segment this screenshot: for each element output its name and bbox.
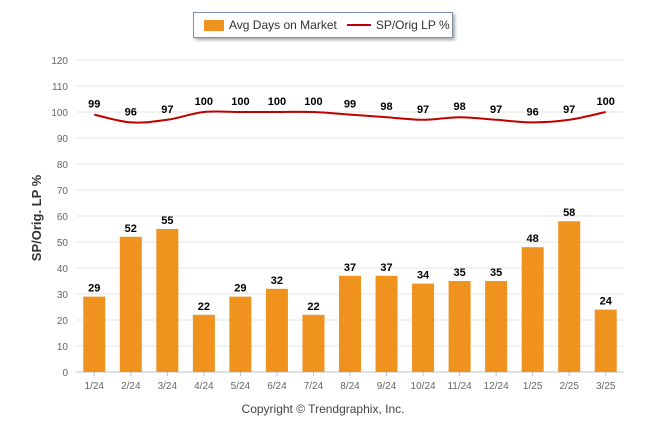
x-tick-label: 12/24 bbox=[484, 381, 509, 392]
data-labels: 29 52 55 22 29 32 22 37 37 34 35 35 48 58 24 99 96 97 100 1… bbox=[88, 96, 615, 313]
bar bbox=[265, 288, 288, 372]
bar bbox=[594, 309, 617, 372]
bar bbox=[412, 283, 435, 372]
x-tick-label: 3/25 bbox=[596, 381, 616, 392]
bar-data-label: 52 bbox=[125, 223, 137, 235]
x-tick-label: 6/24 bbox=[267, 381, 287, 392]
bar-data-label: 37 bbox=[380, 262, 392, 274]
x-tick-label: 7/24 bbox=[304, 381, 324, 392]
bar-data-label: 34 bbox=[417, 270, 430, 282]
bar-data-label: 22 bbox=[198, 301, 210, 313]
bar-series bbox=[83, 221, 617, 372]
line-data-label: 96 bbox=[125, 106, 137, 118]
x-tick-label: 2/24 bbox=[121, 381, 141, 392]
bar bbox=[302, 314, 325, 372]
y-tick-label: 10 bbox=[57, 342, 69, 353]
y-tick-label: 30 bbox=[57, 290, 69, 301]
bar bbox=[448, 281, 471, 372]
x-tick-label: 5/24 bbox=[231, 381, 251, 392]
y-axis-title: SP/Orig. LP % bbox=[29, 174, 44, 261]
line-data-label: 99 bbox=[88, 99, 100, 111]
x-tick-label: 9/24 bbox=[377, 381, 397, 392]
line-data-label: 98 bbox=[453, 101, 465, 113]
chart-legend: Avg Days on Market SP/Orig LP % bbox=[193, 12, 453, 38]
legend-bar-label: Avg Days on Market bbox=[229, 18, 337, 32]
line-data-label: 100 bbox=[597, 96, 615, 108]
bar-data-label: 35 bbox=[490, 267, 502, 279]
line-data-label: 97 bbox=[563, 104, 575, 116]
line-data-label: 100 bbox=[195, 96, 213, 108]
legend-line-label: SP/Orig LP % bbox=[375, 18, 450, 32]
y-tick-label: 20 bbox=[57, 316, 69, 327]
x-tick-label: 8/24 bbox=[340, 381, 360, 392]
x-tick-label: 1/24 bbox=[85, 381, 105, 392]
y-tick-label: 50 bbox=[57, 238, 69, 249]
line-data-label: 100 bbox=[268, 96, 286, 108]
x-tick-label: 3/24 bbox=[158, 381, 178, 392]
line-data-label: 98 bbox=[380, 101, 392, 113]
bar bbox=[192, 314, 215, 372]
y-tick-label: 0 bbox=[62, 368, 68, 379]
bar-data-label: 55 bbox=[161, 215, 173, 227]
bar bbox=[485, 281, 508, 372]
bar-data-label: 29 bbox=[88, 283, 100, 295]
bar-data-label: 48 bbox=[527, 233, 539, 245]
y-tick-label: 80 bbox=[57, 160, 69, 171]
line-data-label: 100 bbox=[231, 96, 249, 108]
legend-item-bar[interactable]: Avg Days on Market bbox=[204, 18, 337, 32]
bar-data-label: 37 bbox=[344, 262, 356, 274]
bar bbox=[521, 247, 544, 372]
y-tick-label: 100 bbox=[51, 108, 68, 119]
line-data-label: 97 bbox=[490, 104, 502, 116]
y-tick-label: 60 bbox=[57, 212, 69, 223]
line-path bbox=[94, 110, 606, 124]
legend-bar-swatch bbox=[204, 19, 224, 31]
bar-data-label: 35 bbox=[453, 267, 465, 279]
line-series bbox=[94, 110, 606, 124]
bar-data-label: 58 bbox=[563, 207, 575, 219]
line-data-label: 97 bbox=[161, 104, 173, 116]
line-data-label: 99 bbox=[344, 99, 356, 111]
bar bbox=[119, 236, 142, 372]
y-tick-label: 40 bbox=[57, 264, 69, 275]
x-tick-label: 1/25 bbox=[523, 381, 543, 392]
bar bbox=[156, 229, 179, 372]
line-data-label: 97 bbox=[417, 104, 429, 116]
legend-line-swatch bbox=[346, 24, 371, 26]
y-tick-label: 70 bbox=[57, 186, 69, 197]
bar bbox=[229, 296, 252, 372]
line-data-label: 100 bbox=[304, 96, 322, 108]
bar-data-label: 24 bbox=[600, 296, 613, 308]
y-tick-label: 110 bbox=[52, 82, 68, 93]
x-tick-label: 10/24 bbox=[411, 381, 436, 392]
bar bbox=[558, 221, 581, 372]
copyright-text: Copyright © Trendgraphix, Inc. bbox=[241, 402, 405, 416]
bar-data-label: 32 bbox=[271, 275, 283, 287]
x-tick-label: 2/25 bbox=[559, 381, 579, 392]
bar-data-label: 22 bbox=[307, 301, 319, 313]
y-axis-ticks: 0 10 20 30 40 50 60 70 80 90 100 110 120 bbox=[51, 56, 68, 379]
line-data-label: 96 bbox=[527, 106, 539, 118]
y-tick-label: 90 bbox=[57, 134, 69, 145]
bar bbox=[375, 275, 398, 372]
bar bbox=[83, 296, 106, 372]
legend-item-line[interactable]: SP/Orig LP % bbox=[346, 18, 450, 32]
bar bbox=[339, 275, 361, 372]
x-tick-label: 11/24 bbox=[447, 381, 472, 392]
y-tick-label: 120 bbox=[51, 56, 68, 67]
bar-data-label: 29 bbox=[234, 283, 246, 295]
x-tick-label: 4/24 bbox=[194, 381, 214, 392]
x-axis-ticks: 1/24 2/24 3/24 4/24 5/24 6/24 7/24 8/24 9/24 10/2… bbox=[85, 372, 616, 392]
